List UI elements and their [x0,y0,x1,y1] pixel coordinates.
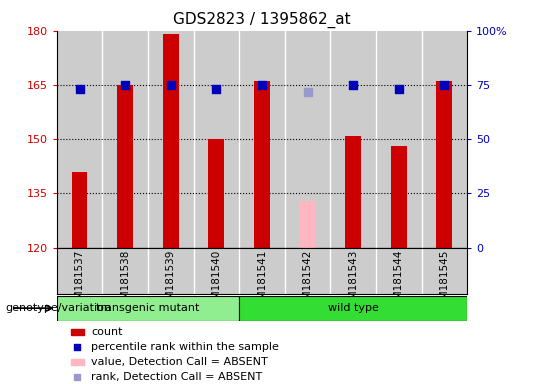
Bar [117,85,133,248]
Title: GDS2823 / 1395862_at: GDS2823 / 1395862_at [173,12,350,28]
Bar [57,31,102,248]
Text: GSM181542: GSM181542 [302,250,313,313]
Bar [163,34,179,248]
Bar [208,139,224,248]
Text: percentile rank within the sample: percentile rank within the sample [91,342,279,352]
Bar [391,146,407,248]
Point [349,82,357,88]
Text: transgenic mutant: transgenic mutant [96,303,200,313]
Point [440,82,449,88]
Text: GSM181537: GSM181537 [75,250,84,313]
Point [121,82,130,88]
Text: count: count [91,327,123,337]
Bar [193,31,239,248]
Point [303,89,312,95]
Bar [436,81,453,248]
Text: genotype/variation: genotype/variation [5,303,111,313]
Text: rank, Detection Call = ABSENT: rank, Detection Call = ABSENT [91,372,262,382]
Bar [254,81,270,248]
Text: wild type: wild type [328,303,379,313]
Bar [422,31,467,248]
Text: GSM181539: GSM181539 [166,250,176,313]
Point [394,86,403,92]
Bar [71,359,84,365]
Bar [148,31,193,248]
Bar [71,172,87,248]
Bar [345,136,361,248]
Bar [102,31,148,248]
Bar [71,329,84,335]
Point [73,344,82,350]
Text: GSM181538: GSM181538 [120,250,130,313]
Bar [239,31,285,248]
Bar [376,31,422,248]
Bar [57,296,239,321]
Bar [239,296,467,321]
Point [75,86,84,92]
Bar [330,31,376,248]
Bar [285,31,330,248]
Bar [300,201,315,248]
Text: GSM181545: GSM181545 [440,250,449,313]
Text: GSM181544: GSM181544 [394,250,404,313]
Point [258,82,266,88]
Text: GSM181543: GSM181543 [348,250,358,313]
Point [212,86,221,92]
Text: GSM181541: GSM181541 [257,250,267,313]
Text: GSM181540: GSM181540 [211,250,221,313]
Point [166,82,175,88]
Point [73,374,82,380]
Text: value, Detection Call = ABSENT: value, Detection Call = ABSENT [91,357,268,367]
